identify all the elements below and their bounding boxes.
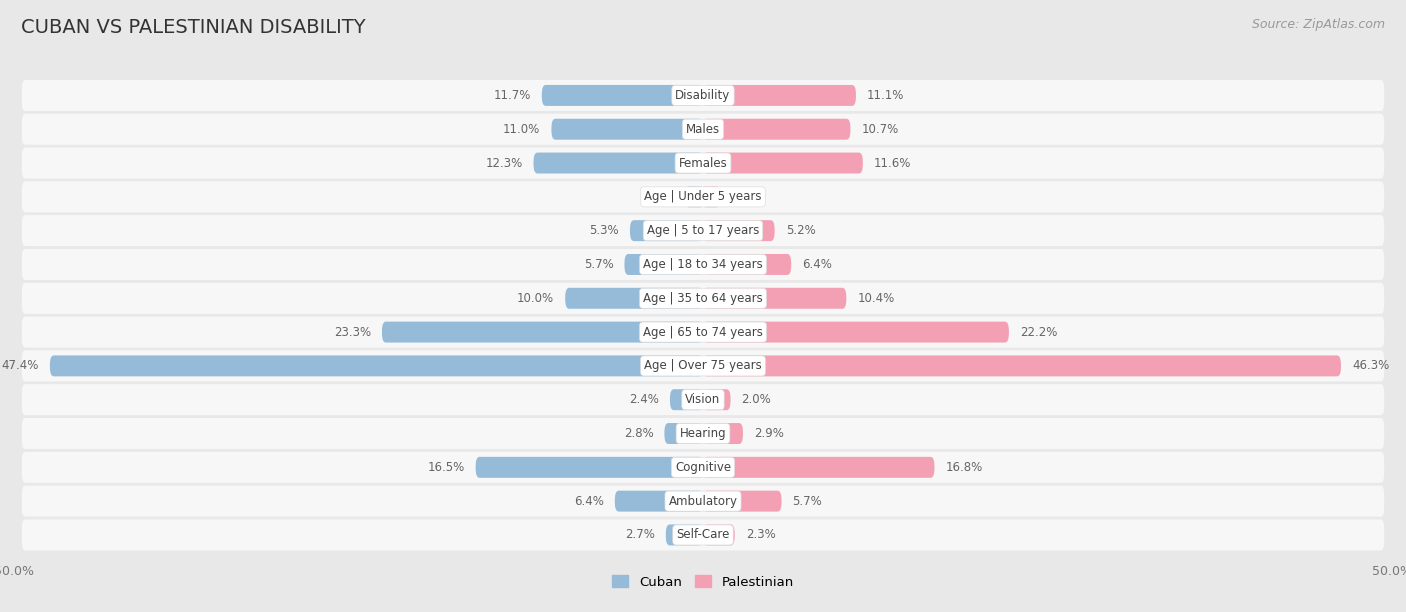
- Text: 2.3%: 2.3%: [745, 528, 776, 542]
- Text: Age | Over 75 years: Age | Over 75 years: [644, 359, 762, 372]
- FancyBboxPatch shape: [21, 214, 1385, 247]
- FancyBboxPatch shape: [21, 349, 1385, 382]
- FancyBboxPatch shape: [624, 254, 703, 275]
- Text: Females: Females: [679, 157, 727, 170]
- Text: 16.5%: 16.5%: [427, 461, 464, 474]
- FancyBboxPatch shape: [21, 181, 1385, 214]
- Text: Hearing: Hearing: [679, 427, 727, 440]
- Text: Age | 65 to 74 years: Age | 65 to 74 years: [643, 326, 763, 338]
- Text: 47.4%: 47.4%: [1, 359, 39, 372]
- FancyBboxPatch shape: [630, 220, 703, 241]
- Text: 11.0%: 11.0%: [503, 123, 540, 136]
- FancyBboxPatch shape: [21, 248, 1385, 281]
- Text: Males: Males: [686, 123, 720, 136]
- Text: 5.2%: 5.2%: [786, 224, 815, 237]
- Text: CUBAN VS PALESTINIAN DISABILITY: CUBAN VS PALESTINIAN DISABILITY: [21, 18, 366, 37]
- Text: 5.7%: 5.7%: [793, 494, 823, 507]
- Text: 10.0%: 10.0%: [517, 292, 554, 305]
- FancyBboxPatch shape: [703, 220, 775, 241]
- Text: 2.8%: 2.8%: [624, 427, 654, 440]
- Text: Ambulatory: Ambulatory: [668, 494, 738, 507]
- FancyBboxPatch shape: [21, 146, 1385, 179]
- Text: 1.2%: 1.2%: [731, 190, 761, 203]
- Text: Cognitive: Cognitive: [675, 461, 731, 474]
- FancyBboxPatch shape: [703, 423, 742, 444]
- FancyBboxPatch shape: [703, 288, 846, 309]
- Text: Source: ZipAtlas.com: Source: ZipAtlas.com: [1251, 18, 1385, 31]
- Legend: Cuban, Palestinian: Cuban, Palestinian: [607, 570, 799, 594]
- FancyBboxPatch shape: [703, 524, 735, 545]
- Text: 1.2%: 1.2%: [645, 190, 675, 203]
- Text: 6.4%: 6.4%: [803, 258, 832, 271]
- Text: 22.2%: 22.2%: [1019, 326, 1057, 338]
- Text: 11.1%: 11.1%: [868, 89, 904, 102]
- FancyBboxPatch shape: [703, 457, 935, 478]
- FancyBboxPatch shape: [21, 518, 1385, 551]
- Text: Self-Care: Self-Care: [676, 528, 730, 542]
- Text: 23.3%: 23.3%: [333, 326, 371, 338]
- Text: Age | 5 to 17 years: Age | 5 to 17 years: [647, 224, 759, 237]
- Text: 6.4%: 6.4%: [574, 494, 603, 507]
- Text: Age | 18 to 34 years: Age | 18 to 34 years: [643, 258, 763, 271]
- FancyBboxPatch shape: [21, 316, 1385, 349]
- FancyBboxPatch shape: [703, 389, 731, 410]
- FancyBboxPatch shape: [703, 85, 856, 106]
- Text: Disability: Disability: [675, 89, 731, 102]
- FancyBboxPatch shape: [614, 491, 703, 512]
- FancyBboxPatch shape: [565, 288, 703, 309]
- FancyBboxPatch shape: [703, 187, 720, 207]
- FancyBboxPatch shape: [703, 119, 851, 140]
- FancyBboxPatch shape: [21, 282, 1385, 315]
- Text: 11.7%: 11.7%: [494, 89, 531, 102]
- FancyBboxPatch shape: [533, 152, 703, 174]
- FancyBboxPatch shape: [21, 383, 1385, 416]
- Text: 5.3%: 5.3%: [589, 224, 619, 237]
- Text: 2.9%: 2.9%: [754, 427, 785, 440]
- FancyBboxPatch shape: [686, 187, 703, 207]
- Text: 5.7%: 5.7%: [583, 258, 613, 271]
- Text: Age | 35 to 64 years: Age | 35 to 64 years: [643, 292, 763, 305]
- FancyBboxPatch shape: [703, 356, 1341, 376]
- FancyBboxPatch shape: [703, 254, 792, 275]
- FancyBboxPatch shape: [703, 491, 782, 512]
- FancyBboxPatch shape: [21, 417, 1385, 450]
- Text: 10.7%: 10.7%: [862, 123, 898, 136]
- Text: 46.3%: 46.3%: [1353, 359, 1389, 372]
- Text: 2.0%: 2.0%: [741, 393, 772, 406]
- FancyBboxPatch shape: [475, 457, 703, 478]
- FancyBboxPatch shape: [49, 356, 703, 376]
- Text: 2.7%: 2.7%: [624, 528, 655, 542]
- Text: 16.8%: 16.8%: [945, 461, 983, 474]
- FancyBboxPatch shape: [382, 321, 703, 343]
- FancyBboxPatch shape: [666, 524, 703, 545]
- FancyBboxPatch shape: [551, 119, 703, 140]
- FancyBboxPatch shape: [703, 321, 1010, 343]
- FancyBboxPatch shape: [21, 113, 1385, 146]
- FancyBboxPatch shape: [21, 485, 1385, 518]
- FancyBboxPatch shape: [703, 152, 863, 174]
- FancyBboxPatch shape: [665, 423, 703, 444]
- FancyBboxPatch shape: [21, 451, 1385, 484]
- FancyBboxPatch shape: [21, 79, 1385, 112]
- Text: Age | Under 5 years: Age | Under 5 years: [644, 190, 762, 203]
- Text: 12.3%: 12.3%: [485, 157, 523, 170]
- Text: Vision: Vision: [685, 393, 721, 406]
- Text: 10.4%: 10.4%: [858, 292, 894, 305]
- FancyBboxPatch shape: [669, 389, 703, 410]
- Text: 2.4%: 2.4%: [628, 393, 659, 406]
- Text: 11.6%: 11.6%: [875, 157, 911, 170]
- FancyBboxPatch shape: [541, 85, 703, 106]
